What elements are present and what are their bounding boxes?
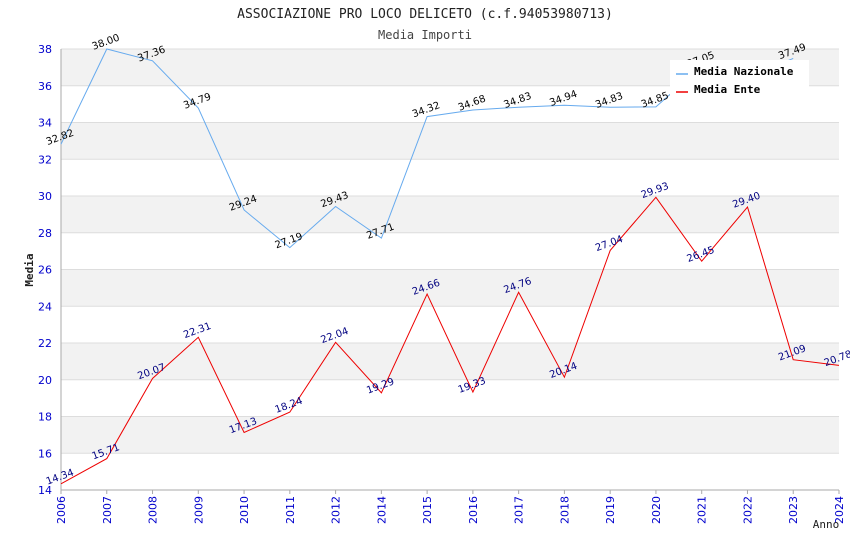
y-tick-label: 30 — [38, 190, 52, 203]
data-label: 27.04 — [594, 234, 625, 254]
x-tick-label: 2015 — [421, 496, 434, 524]
x-tick-label: 2009 — [192, 496, 205, 524]
x-tick-label: 2011 — [284, 496, 297, 524]
x-axis-ticks: 2006 2007 2008 2009 2010 2011 2012 2014 2015 2016… — [55, 490, 846, 524]
y-tick-label: 18 — [38, 411, 52, 424]
x-tick-label: 2008 — [147, 496, 160, 524]
data-label: 26.45 — [686, 245, 717, 265]
grid-band — [61, 269, 839, 307]
data-label: 34.83 — [502, 91, 533, 111]
x-tick-label: 2019 — [604, 496, 617, 524]
legend-label-media-ente: Media Ente — [694, 83, 761, 96]
data-label: 34.68 — [457, 94, 488, 114]
y-tick-label: 26 — [38, 264, 52, 277]
x-tick-label: 2006 — [55, 496, 68, 524]
x-tick-label: 2014 — [375, 496, 388, 524]
grid-band — [61, 343, 839, 380]
y-tick-label: 22 — [38, 337, 52, 350]
series-line-media-ente — [60, 196, 840, 485]
data-label: 34.83 — [594, 91, 625, 111]
grid-band — [61, 122, 839, 160]
y-tick-label: 28 — [38, 227, 52, 240]
y-tick-label: 14 — [38, 484, 52, 497]
y-tick-label: 32 — [38, 153, 52, 166]
x-tick-label: 2018 — [558, 496, 571, 524]
x-tick-label: 2016 — [467, 496, 480, 524]
data-label: 34.79 — [182, 92, 213, 112]
y-tick-label: 36 — [38, 80, 52, 93]
data-label: 27.19 — [274, 231, 305, 251]
x-tick-label: 2021 — [696, 496, 709, 524]
x-tick-label: 2020 — [650, 496, 663, 524]
chart-subtitle: Media Importi — [378, 28, 472, 42]
x-tick-label: 2007 — [101, 496, 114, 524]
grid-band — [61, 416, 839, 454]
x-tick-label: 2010 — [238, 496, 251, 524]
legend: Media Nazionale Media Ente — [670, 60, 809, 98]
x-tick-label: 2012 — [330, 496, 343, 524]
grid-lines — [61, 48, 839, 491]
grid-bands — [61, 49, 839, 454]
x-tick-label: 2024 — [833, 496, 846, 524]
y-tick-label: 16 — [38, 447, 52, 460]
y-tick-label: 24 — [38, 300, 52, 313]
y-tick-label: 34 — [38, 117, 52, 130]
y-axis-title: Media — [23, 253, 36, 286]
y-tick-label: 20 — [38, 374, 52, 387]
legend-label-media-nazionale: Media Nazionale — [694, 65, 794, 78]
data-label: 14.34 — [45, 467, 76, 487]
data-label: 34.85 — [640, 90, 671, 110]
x-tick-label: 2022 — [741, 496, 754, 524]
x-axis-title: Anno — [813, 518, 840, 531]
x-tick-label: 2017 — [513, 496, 526, 524]
chart-title: ASSOCIAZIONE PRO LOCO DELICETO (c.f.9405… — [237, 7, 613, 22]
legend-box — [670, 60, 809, 98]
data-label: 34.32 — [411, 100, 442, 120]
grid-band — [61, 196, 839, 233]
x-tick-label: 2023 — [787, 496, 800, 524]
y-axis-ticks: 14 16 18 20 22 24 26 28 30 32 34 36 38 — [38, 43, 52, 497]
y-tick-label: 38 — [38, 43, 52, 56]
